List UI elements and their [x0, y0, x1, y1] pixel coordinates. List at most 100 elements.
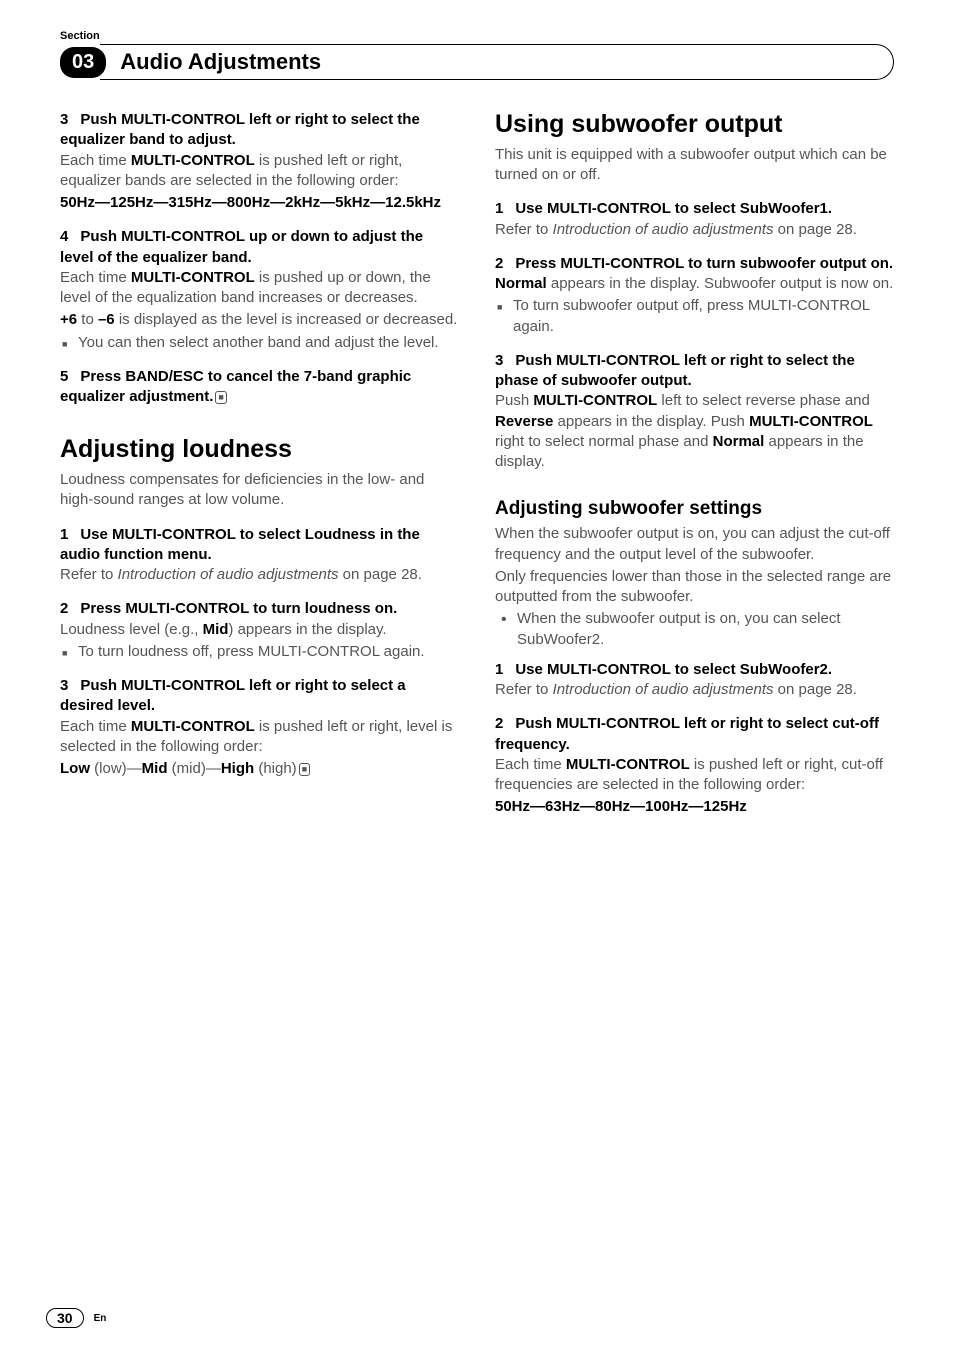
left-column: 3Push MULTI-CONTROL left or right to sel… — [60, 110, 459, 832]
step-text: Press MULTI-CONTROL to turn subwoofer ou… — [515, 255, 893, 272]
t: (high) — [254, 760, 297, 777]
sub-title: Using subwoofer output — [495, 110, 894, 139]
t: Push — [495, 392, 533, 409]
eq-step3-body: Each time MULTI-CONTROL is pushed left o… — [60, 151, 459, 192]
content-columns: 3Push MULTI-CONTROL left or right to sel… — [60, 110, 894, 832]
t: Low — [60, 760, 90, 777]
right-column: Using subwoofer output This unit is equi… — [495, 110, 894, 832]
t: left to select reverse phase and — [657, 392, 870, 409]
step-num: 2 — [495, 714, 503, 734]
step-num: 3 — [60, 676, 68, 696]
t: on page 28. — [774, 221, 857, 238]
t: Refer to — [60, 566, 118, 583]
eq-step4-range: +6 to –6 is displayed as the level is in… — [60, 310, 459, 330]
t: . — [600, 631, 604, 648]
loud-s1-ref: Refer to Introduction of audio adjustmen… — [60, 565, 459, 585]
t: Introduction of audio adjustments — [553, 681, 774, 698]
t: High — [221, 760, 254, 777]
t: +6 — [60, 311, 77, 328]
t: 50Hz—63Hz—80Hz—100Hz—125Hz — [495, 798, 747, 815]
t: Each time — [60, 718, 131, 735]
step-text: Use MULTI-CONTROL to select Loudness in … — [60, 526, 420, 563]
chapter-bar: 03 Audio Adjustments — [60, 44, 894, 80]
page-number: 30 — [46, 1308, 84, 1328]
t: MULTI-CONTROL — [258, 643, 380, 660]
loud-s2-head: 2 Press MULTI-CONTROL to turn loudness on… — [60, 599, 459, 619]
t: (low)— — [90, 760, 142, 777]
t: Normal — [495, 275, 547, 292]
chapter-title-wrap: Audio Adjustments — [100, 44, 894, 80]
sub-s1-head: 1Use MULTI-CONTROL to select SubWoofer1. — [495, 199, 894, 219]
sub-s1-ref: Refer to Introduction of audio adjustmen… — [495, 220, 894, 240]
t: on page 28. — [774, 681, 857, 698]
t: Each time — [495, 756, 566, 773]
loud-s2-note: To turn loudness off, press MULTI-CONTRO… — [60, 642, 459, 662]
step-text: Press MULTI-CONTROL to turn loudness on. — [80, 600, 397, 617]
t: Introduction of audio adjustments — [118, 566, 339, 583]
step-text: Push MULTI-CONTROL left or right to sele… — [495, 715, 879, 752]
step-num: 5 — [60, 367, 68, 387]
t: (mid)— — [168, 760, 221, 777]
t: 50Hz—125Hz—315Hz—800Hz—2kHz—5kHz—12.5kHz — [60, 194, 441, 211]
t: –6 — [98, 311, 115, 328]
t: Mid — [142, 760, 168, 777]
eq-bands: 50Hz—125Hz—315Hz—800Hz—2kHz—5kHz—12.5kHz — [60, 193, 459, 213]
t: Refer to — [495, 681, 553, 698]
t: Introduction of audio adjustments — [553, 221, 774, 238]
loud-s2-body: Loudness level (e.g., Mid) appears in th… — [60, 620, 459, 640]
t: To turn subwoofer output off, press — [513, 297, 748, 314]
adj-intro2: Only frequencies lower than those in the… — [495, 567, 894, 608]
step-num: 1 — [495, 660, 503, 680]
adj-s2-head: 2Push MULTI-CONTROL left or right to sel… — [495, 714, 894, 755]
t: appears in the display. Subwoofer output… — [547, 275, 894, 292]
section-label: Section — [60, 30, 894, 42]
adj-bullet: When the subwoofer output is on, you can… — [495, 609, 894, 650]
loudness-intro: Loudness compensates for deficiencies in… — [60, 470, 459, 511]
t: Reverse — [495, 413, 553, 430]
t: ) appears in the display. — [228, 621, 386, 638]
step-text: Push MULTI-CONTROL up or down to adjust … — [60, 228, 423, 265]
step-num: 1 — [60, 525, 68, 545]
t: MULTI-CONTROL — [533, 392, 657, 409]
sub-s2-note: To turn subwoofer output off, press MULT… — [495, 296, 894, 337]
t: MULTI-CONTROL — [131, 152, 255, 169]
eq-step4-head: 4Push MULTI-CONTROL up or down to adjust… — [60, 227, 459, 268]
t: MULTI-CONTROL — [566, 756, 690, 773]
t: again. — [380, 643, 425, 660]
loud-s3-levels: Low (low)—Mid (mid)—High (high)■ — [60, 759, 459, 779]
t: again. — [513, 318, 554, 335]
t: Loudness level (e.g., — [60, 621, 203, 638]
eq-step4-body: Each time MULTI-CONTROL is pushed up or … — [60, 268, 459, 309]
t: on page 28. — [339, 566, 422, 583]
sub-s3-body: Push MULTI-CONTROL left to select revers… — [495, 391, 894, 472]
sub-s2-head: 2 Press MULTI-CONTROL to turn subwoofer o… — [495, 254, 894, 274]
step-num: 2 — [60, 599, 68, 619]
adj-s1-head: 1 Use MULTI-CONTROL to select SubWoofer2. — [495, 660, 894, 680]
step-text: Use MULTI-CONTROL to select SubWoofer2. — [515, 661, 832, 678]
adj-s2-body: Each time MULTI-CONTROL is pushed left o… — [495, 755, 894, 796]
adj-title: Adjusting subwoofer settings — [495, 498, 894, 520]
t: Refer to — [495, 221, 553, 238]
t: Normal — [713, 433, 765, 450]
step-num: 3 — [60, 110, 68, 130]
sub-s3-head: 3Push MULTI-CONTROL left or right to sel… — [495, 351, 894, 392]
t: MULTI-CONTROL — [749, 413, 873, 430]
t: MULTI-CONTROL — [131, 718, 255, 735]
language-code: En — [94, 1313, 107, 1324]
step-text: Push MULTI-CONTROL left or right to sele… — [495, 352, 855, 389]
step-num: 2 — [495, 254, 503, 274]
step-text: Push MULTI-CONTROL left or right to sele… — [60, 111, 420, 148]
t: When the subwoofer output is on, you can… — [517, 610, 841, 627]
loud-s1-head: 1Use MULTI-CONTROL to select Loudness in… — [60, 525, 459, 566]
step-text: Push MULTI-CONTROL left or right to sele… — [60, 677, 406, 714]
t: To turn loudness off, press — [78, 643, 258, 660]
t: right to select normal phase and — [495, 433, 713, 450]
end-icon: ■ — [299, 763, 310, 776]
step-text: Use MULTI-CONTROL to select SubWoofer1. — [515, 200, 832, 217]
step-num: 3 — [495, 351, 503, 371]
step-text: Press BAND/ESC to cancel the 7-band grap… — [60, 368, 411, 405]
t: MULTI-CONTROL — [748, 297, 870, 314]
step-num: 4 — [60, 227, 68, 247]
t: is displayed as the level is increased o… — [115, 311, 458, 328]
t: appears in the display. Push — [553, 413, 749, 430]
